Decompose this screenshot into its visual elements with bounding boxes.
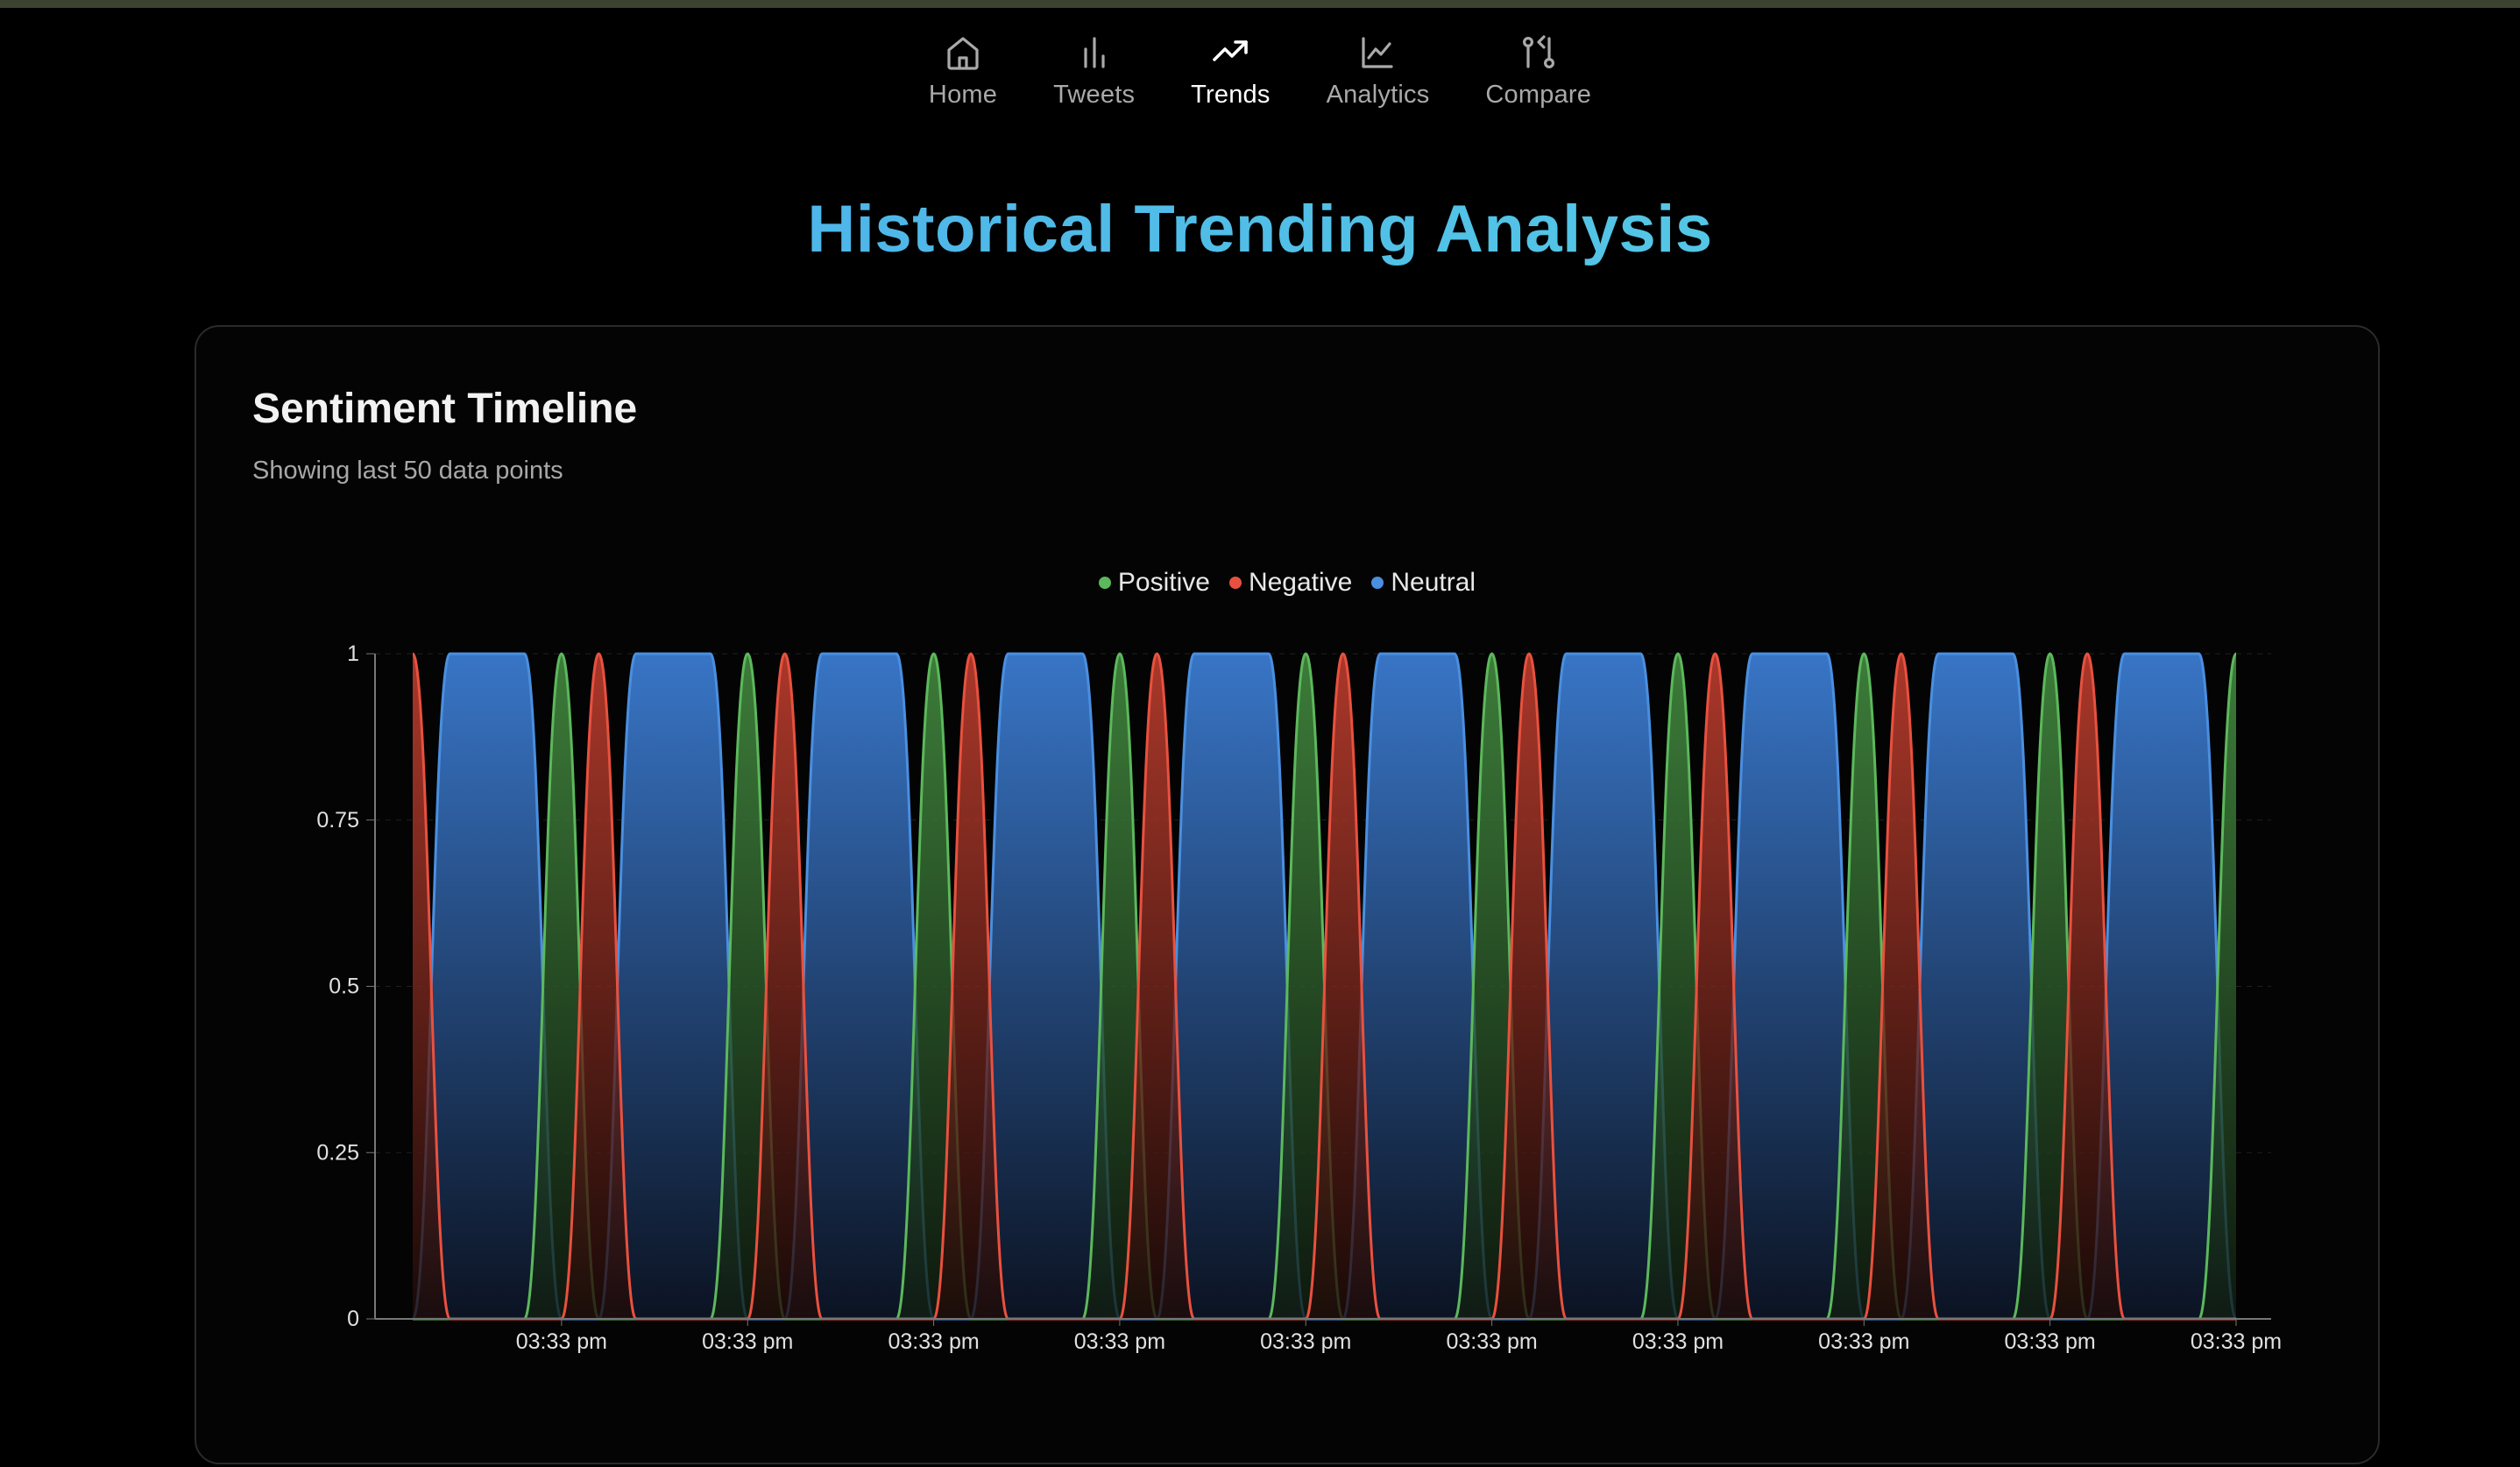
y-tick-label: 0.25 [316,1140,359,1165]
x-tick-label: 03:33 pm [888,1329,979,1354]
git-compare-icon [1522,35,1554,69]
nav-analytics-label: Analytics [1326,81,1430,109]
legend-label-neutral: Neutral [1391,568,1476,597]
nav-compare-label: Compare [1485,81,1592,109]
bar-chart-icon [1084,37,1105,68]
legend-item-neutral[interactable]: Neutral [1371,568,1476,598]
nav-tweets-label: Tweets [1053,81,1136,109]
y-tick-label: 1 [347,641,359,666]
nav-analytics[interactable]: Analytics [1327,32,1430,110]
y-tick-label: 0 [347,1307,359,1331]
sentiment-area-chart: 0 0.25 0.5 0.75 1 03:33 pm 03:33 pm 03:33 pm 03:… [316,641,2282,1354]
main-nav: Home Tweets Trends Analytics Compare [0,32,2520,110]
nav-trends[interactable]: Trends [1191,32,1270,110]
legend-item-negative[interactable]: Negative [1228,568,1353,598]
legend-label-negative: Negative [1248,568,1353,597]
y-tick-label: 0.5 [329,974,359,999]
trending-up-icon [1213,40,1249,61]
x-tick-label: 03:33 pm [1260,1329,1351,1354]
legend-dot-negative [1228,577,1242,589]
x-tick-label: 03:33 pm [2005,1329,2096,1354]
home-icon [947,37,979,70]
legend-dot-neutral [1371,577,1384,589]
x-tick-label: 03:33 pm [1074,1329,1165,1354]
x-tick-label: 03:33 pm [1818,1329,1909,1354]
nav-trends-label: Trends [1191,81,1271,109]
card-title: Sentiment Timeline [252,386,638,432]
x-tick-label: 03:33 pm [516,1329,607,1354]
nav-compare[interactable]: Compare [1485,32,1591,110]
series-area-neutral [413,654,2236,1319]
x-tick-label: 03:33 pm [1446,1329,1537,1354]
chart-legend: Positive Negative Neutral [196,568,2378,598]
card-subtitle: Showing last 50 data points [252,457,563,485]
chart-series [411,652,2238,1321]
page-title: Historical Trending Analysis [0,191,2520,267]
x-tick-label: 03:33 pm [702,1329,793,1354]
legend-dot-positive [1098,577,1111,589]
legend-item-positive[interactable]: Positive [1098,568,1210,598]
y-tick-label: 0.75 [316,808,359,833]
nav-home[interactable]: Home [929,32,997,110]
chart-axes: 0 0.25 0.5 0.75 1 03:33 pm 03:33 pm 03:33 pm 03:… [316,641,2282,1354]
top-accent-bar [0,0,2520,8]
nav-home-label: Home [928,81,998,109]
legend-label-positive: Positive [1117,568,1210,597]
nav-tweets[interactable]: Tweets [1053,32,1135,110]
sentiment-timeline-card: Sentiment Timeline Showing last 50 data … [195,325,2380,1464]
x-tick-label: 03:33 pm [1632,1329,1724,1354]
line-chart-icon [1362,37,1394,68]
x-tick-label: 03:33 pm [2191,1329,2282,1354]
